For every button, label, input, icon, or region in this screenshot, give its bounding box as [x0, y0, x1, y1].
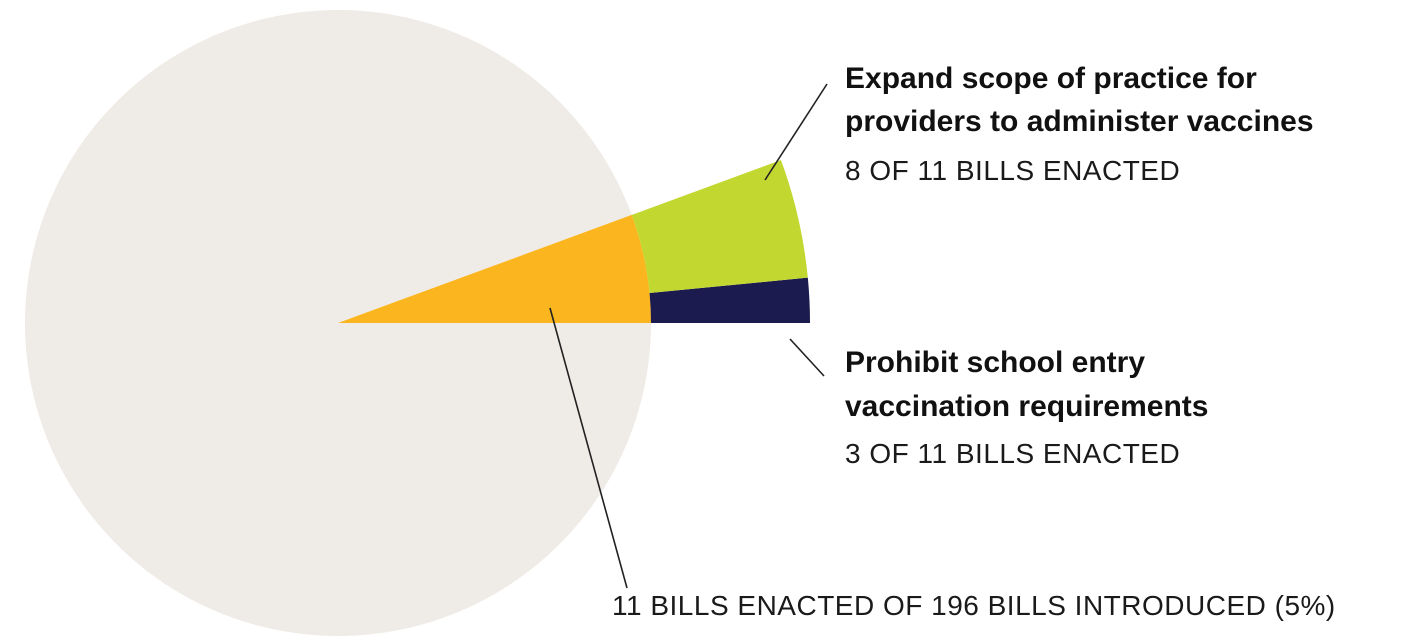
leader-line-prohibit — [789, 338, 825, 377]
prohibit-title-line-2: vaccination requirements — [845, 390, 1208, 423]
slice-expand-scope — [631, 159, 808, 293]
expand-title-line-2: providers to administer vaccines — [845, 105, 1314, 138]
slice-not-enacted — [24, 9, 652, 636]
expand-title-line-1: Expand scope of practice for — [845, 62, 1257, 95]
prohibit-title-line-1: Prohibit school entry — [845, 346, 1145, 379]
leader-lines-layer — [549, 83, 828, 589]
slice-prohibit-school-entry — [649, 277, 810, 323]
slices-layer — [24, 9, 810, 636]
expand-subtitle: 8 OF 11 BILLS ENACTED — [845, 155, 1180, 186]
leader-line-total — [549, 307, 628, 589]
leader-line-expand — [764, 83, 828, 181]
total-label: 11 BILLS ENACTED OF 196 BILLS INTRODUCED… — [612, 590, 1336, 621]
slice-enacted — [338, 214, 651, 323]
prohibit-subtitle: 3 OF 11 BILLS ENACTED — [845, 438, 1180, 469]
